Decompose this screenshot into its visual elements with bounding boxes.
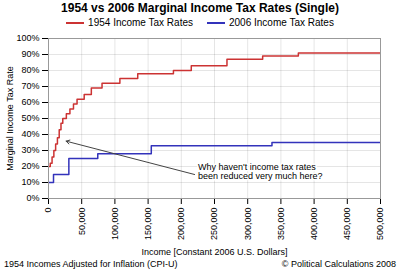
svg-text:200,000: 200,000 (176, 208, 186, 241)
svg-text:Why haven't income tax ratesbe: Why haven't income tax ratesbeen reduced… (198, 162, 323, 181)
svg-text:50,000: 50,000 (77, 208, 87, 236)
html-text:1954 Incomes Adjusted for Infl: 1954 Incomes Adjusted for Inflation (CPI… (4, 259, 178, 269)
svg-text:70%: 70% (21, 81, 39, 91)
svg-text:30%: 30% (21, 145, 39, 155)
svg-text:350,000: 350,000 (276, 208, 286, 241)
svg-text:10%: 10% (21, 177, 39, 187)
svg-text:Marginal Income Tax Rate: Marginal Income Tax Rate (5, 66, 15, 170)
svg-text:300,000: 300,000 (243, 208, 253, 241)
svg-text:50%: 50% (21, 113, 39, 123)
svg-text:Income [Constant 2006 U.S. Dol: Income [Constant 2006 U.S. Dollars] (141, 247, 287, 257)
svg-text:20%: 20% (21, 161, 39, 171)
svg-text:80%: 80% (21, 65, 39, 75)
svg-text:500,000: 500,000 (375, 208, 385, 241)
html-text:1954 Income Tax Rates: 1954 Income Tax Rates (88, 17, 193, 28)
svg-text:400,000: 400,000 (309, 208, 319, 241)
html-text:© Political Calculations 2008: © Political Calculations 2008 (281, 259, 396, 269)
svg-text:0%: 0% (26, 193, 39, 203)
svg-text:250,000: 250,000 (209, 208, 219, 241)
svg-text:100%: 100% (16, 33, 39, 43)
html-text:1954 vs 2006 Marginal Income T: 1954 vs 2006 Marginal Income Tax Rates (… (61, 1, 339, 15)
svg-text:40%: 40% (21, 129, 39, 139)
svg-text:450,000: 450,000 (342, 208, 352, 241)
svg-text:150,000: 150,000 (143, 208, 153, 241)
svg-text:100,000: 100,000 (110, 208, 120, 241)
html-text:2006 Income Tax Rates: 2006 Income Tax Rates (229, 17, 334, 28)
svg-text:60%: 60% (21, 97, 39, 107)
svg-text:90%: 90% (21, 49, 39, 59)
svg-text:0: 0 (43, 208, 53, 213)
